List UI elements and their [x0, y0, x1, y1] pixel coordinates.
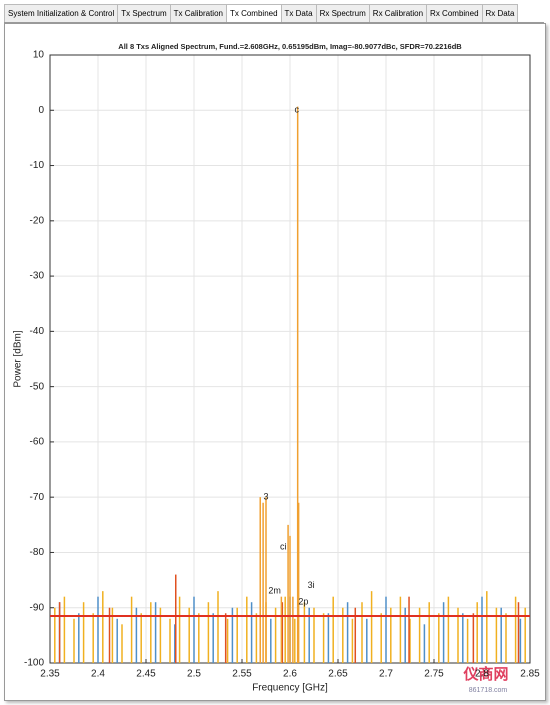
- tab[interactable]: Rx Data: [481, 4, 519, 22]
- panel: [4, 23, 546, 701]
- chart-title: All 8 Txs Aligned Spectrum, Fund.=2.608G…: [118, 42, 462, 51]
- x-tick-label: 2.75: [424, 669, 444, 680]
- watermark: 仪商网: [462, 665, 508, 683]
- y-tick-label: -20: [30, 215, 45, 226]
- y-tick-label: -90: [30, 602, 45, 613]
- y-tick-label: -40: [30, 326, 45, 337]
- x-tick-label: 2.85: [520, 669, 540, 680]
- annotation: c: [294, 105, 299, 115]
- y-tick-label: -10: [30, 160, 45, 171]
- x-tick-label: 2.8: [475, 669, 489, 680]
- x-tick-label: 2.35: [40, 669, 60, 680]
- x-tick-label: 2.5: [187, 669, 201, 680]
- annotation: 3: [263, 492, 268, 502]
- y-tick-label: -50: [30, 381, 45, 392]
- y-tick-label: 10: [33, 50, 45, 61]
- x-tick-label: 2.7: [379, 669, 393, 680]
- annotation: 2m: [268, 586, 281, 596]
- annotation: ci: [280, 541, 287, 551]
- x-axis-label: Frequency [GHz]: [252, 683, 328, 694]
- y-axis-label: Power [dBm]: [13, 330, 24, 387]
- x-tick-label: 2.6: [283, 669, 297, 680]
- watermark-url: 861718.com: [469, 687, 508, 694]
- y-tick-label: -80: [30, 547, 45, 558]
- x-tick-label: 2.45: [136, 669, 156, 680]
- annotation: 3i: [308, 580, 315, 590]
- y-tick-label: -100: [24, 658, 44, 669]
- y-tick-label: -60: [30, 437, 45, 448]
- y-tick-label: 0: [38, 105, 44, 116]
- x-tick-label: 2.65: [328, 669, 348, 680]
- y-tick-label: -70: [30, 492, 45, 503]
- x-tick-label: 2.55: [232, 669, 252, 680]
- tab-bar: System Initialization & Control Tx Spectr…: [4, 4, 544, 23]
- x-tick-label: 2.4: [91, 669, 105, 680]
- annotation: 2p: [298, 597, 308, 607]
- y-tick-label: -30: [30, 271, 45, 282]
